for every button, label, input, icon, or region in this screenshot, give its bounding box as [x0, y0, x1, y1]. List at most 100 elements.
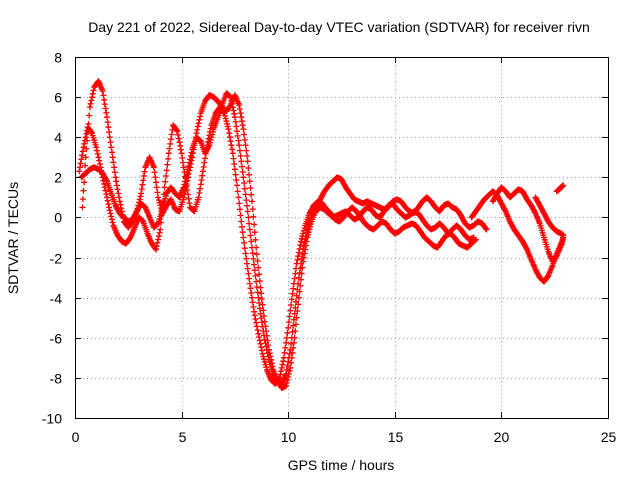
data-point	[104, 194, 110, 201]
data-point	[244, 152, 250, 159]
data-point	[246, 226, 253, 233]
data-point	[167, 140, 174, 147]
data-point	[257, 340, 264, 347]
data-point	[234, 188, 241, 195]
data-point	[196, 190, 203, 196]
data-point	[104, 197, 111, 204]
data-point	[103, 109, 110, 116]
data-point	[231, 110, 238, 117]
data-point	[286, 367, 293, 374]
data-point	[209, 128, 216, 135]
data-point	[152, 174, 159, 181]
data-point	[198, 177, 205, 183]
x-tick-label: 15	[388, 429, 404, 445]
data-point	[197, 113, 204, 120]
data-point	[233, 123, 240, 130]
data-point	[294, 308, 301, 314]
data-point	[96, 161, 103, 167]
data-point	[239, 122, 246, 129]
data-point	[166, 145, 173, 152]
series-2	[78, 90, 477, 387]
data-point	[253, 284, 260, 290]
data-point	[241, 239, 248, 246]
data-point	[243, 197, 250, 204]
data-point	[251, 261, 258, 268]
data-point	[183, 172, 190, 179]
data-point	[195, 120, 202, 127]
data-point	[223, 118, 230, 125]
data-point	[139, 181, 146, 188]
data-point	[294, 286, 301, 293]
data-point	[252, 272, 259, 279]
y-tick-label: -10	[42, 411, 62, 427]
data-point	[163, 173, 169, 179]
data-point	[243, 147, 250, 154]
y-tick-label: 8	[54, 50, 62, 66]
data-point	[168, 131, 175, 138]
data-point	[111, 164, 118, 171]
data-point	[247, 185, 254, 191]
data-point	[241, 245, 248, 252]
data-point	[82, 162, 89, 169]
data-point	[283, 379, 290, 386]
data-point	[298, 260, 304, 267]
data-point	[238, 158, 245, 165]
data-point	[79, 204, 86, 211]
data-point	[285, 358, 292, 365]
data-point	[229, 100, 236, 107]
y-axis-label: SDTVAR / TECUs	[5, 182, 21, 294]
series-4	[489, 184, 567, 265]
data-point	[164, 161, 171, 168]
data-point	[113, 182, 120, 189]
data-point	[182, 175, 189, 182]
data-point	[237, 212, 244, 219]
data-point	[137, 193, 144, 200]
data-point	[86, 112, 93, 119]
x-tick-label: 5	[179, 429, 187, 445]
data-point	[199, 168, 206, 175]
data-point	[303, 233, 309, 240]
data-point	[82, 134, 89, 141]
data-point	[108, 144, 115, 151]
data-point	[298, 238, 304, 245]
data-point	[151, 169, 158, 176]
data-point	[277, 371, 284, 378]
data-point	[253, 323, 260, 330]
data-point	[76, 168, 83, 175]
data-point	[283, 366, 290, 373]
data-point	[254, 289, 261, 296]
data-point	[105, 201, 112, 208]
data-point	[106, 134, 113, 141]
data-point	[226, 134, 233, 141]
data-point	[248, 191, 255, 198]
data-point	[295, 249, 302, 256]
data-point	[105, 124, 112, 131]
data-point	[257, 310, 264, 317]
data-point	[186, 159, 193, 166]
data-point	[153, 246, 159, 253]
data-point	[104, 119, 111, 126]
data-point	[254, 257, 261, 264]
data-point	[188, 149, 195, 156]
data-point	[288, 340, 294, 347]
data-point	[232, 171, 239, 178]
data-point	[292, 328, 299, 335]
data-point	[180, 184, 187, 191]
data-point	[103, 177, 110, 183]
data-point	[228, 142, 235, 149]
data-point	[153, 243, 160, 250]
data-point	[288, 359, 294, 366]
data-point	[167, 136, 174, 143]
data-point	[230, 155, 237, 162]
data-point	[226, 93, 233, 100]
data-point	[235, 194, 242, 201]
data-point	[157, 226, 164, 233]
data-point	[89, 90, 96, 97]
data-point	[560, 232, 567, 239]
data-point	[258, 319, 265, 326]
data-point	[285, 354, 292, 361]
axis-ticks: 0 5 10 15 20 25 -10 -8 -6 -4 -2 0 2 4 6 8	[42, 50, 617, 446]
data-point	[187, 152, 194, 159]
data-point	[250, 255, 257, 262]
data-point	[231, 114, 238, 121]
